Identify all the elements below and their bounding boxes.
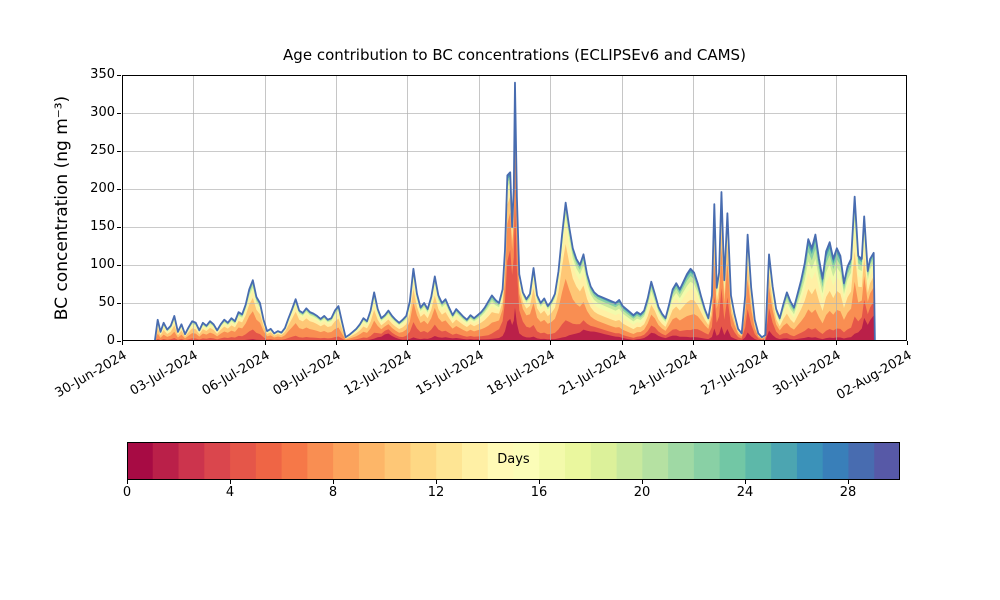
x-tick-mark <box>907 341 908 345</box>
x-tick-mark <box>550 341 551 345</box>
x-tick-mark <box>479 341 480 345</box>
colorbar-tick-label: 8 <box>328 485 338 500</box>
y-tick-label: 350 <box>90 67 115 82</box>
colorbar-tick-label: 12 <box>427 485 445 500</box>
x-tick-mark <box>407 341 408 345</box>
y-tick-mark <box>117 341 121 342</box>
colorbar-tick-mark <box>642 480 643 484</box>
colorbar-tick-label: 0 <box>122 485 132 500</box>
y-tick-label: 300 <box>90 105 115 120</box>
colorbar-tick-mark <box>436 480 437 484</box>
colorbar-tick-mark <box>127 480 128 484</box>
colorbar-tick-label: 28 <box>839 485 857 500</box>
y-tick-mark <box>117 113 121 114</box>
y-tick-label: 50 <box>98 295 115 310</box>
x-tick-mark <box>336 341 337 345</box>
colorbar-tick-label: 20 <box>633 485 651 500</box>
y-tick-mark <box>117 151 121 152</box>
y-axis-label: BC concentration (ng m⁻³) <box>52 95 72 321</box>
y-tick-mark <box>117 265 121 266</box>
x-tick-mark <box>265 341 266 345</box>
x-tick-mark <box>122 341 123 345</box>
colorbar-label: Days <box>497 452 530 467</box>
y-tick-mark <box>117 189 121 190</box>
y-tick-mark <box>117 303 121 304</box>
y-tick-label: 250 <box>90 143 115 158</box>
stacked-area-plot <box>122 75 907 341</box>
x-tick-mark <box>693 341 694 345</box>
colorbar-tick-label: 24 <box>736 485 754 500</box>
y-tick-label: 0 <box>106 333 115 348</box>
y-tick-label: 200 <box>90 181 115 196</box>
x-tick-mark <box>193 341 194 345</box>
x-tick-mark <box>836 341 837 345</box>
chart-title: Age contribution to BC concentrations (E… <box>283 46 746 64</box>
colorbar-tick-mark <box>539 480 540 484</box>
colorbar-tick-label: 4 <box>225 485 235 500</box>
colorbar-tick-mark <box>333 480 334 484</box>
colorbar-tick-mark <box>848 480 849 484</box>
y-tick-label: 100 <box>90 257 115 272</box>
colorbar-tick-mark <box>745 480 746 484</box>
y-tick-mark <box>117 75 121 76</box>
x-tick-mark <box>622 341 623 345</box>
x-tick-mark <box>764 341 765 345</box>
y-tick-mark <box>117 227 121 228</box>
colorbar-tick-mark <box>230 480 231 484</box>
colorbar-tick-label: 16 <box>530 485 548 500</box>
y-tick-label: 150 <box>90 219 115 234</box>
colorbar <box>127 442 900 480</box>
